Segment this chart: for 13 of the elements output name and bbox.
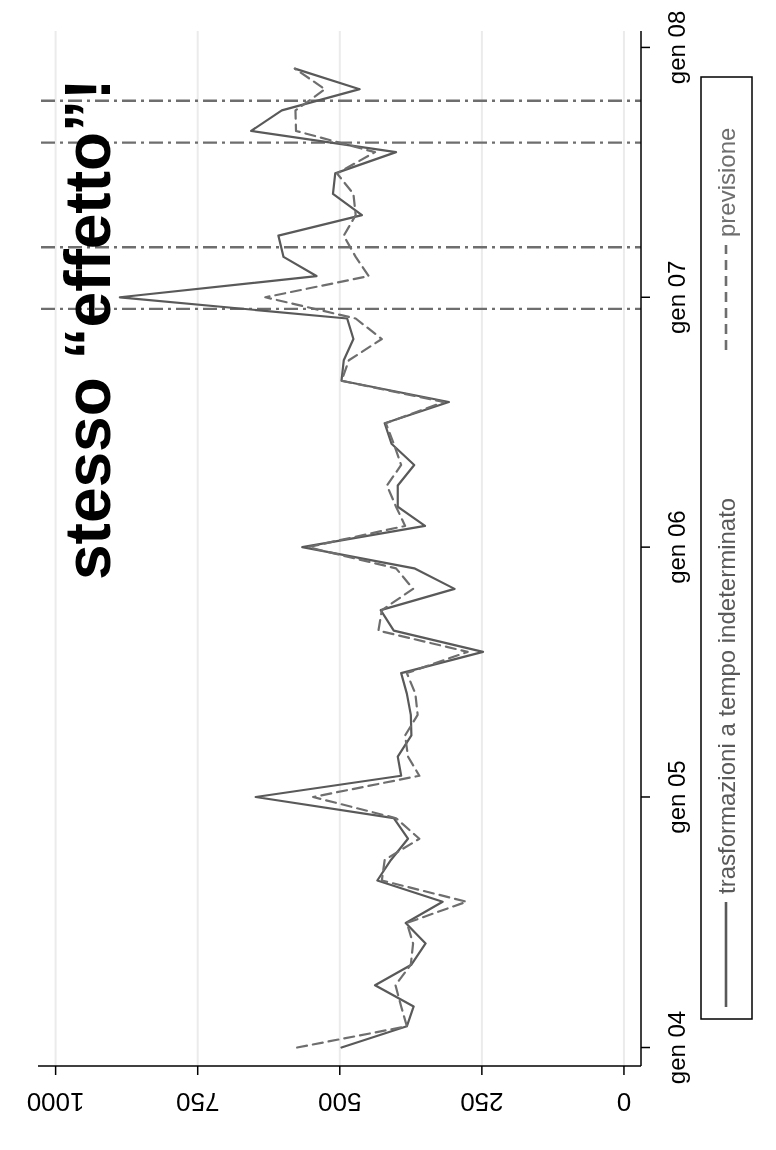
annotation: stesso “effetto”! — [52, 78, 124, 580]
x-tick-label: 250 — [460, 1087, 504, 1117]
text: trasformazioni a tempo indeterminato — [712, 497, 740, 894]
x-tick-label: 500 — [318, 1087, 362, 1117]
y-tick-label: gen 08 — [662, 10, 690, 85]
y-tick-label: gen 04 — [662, 1010, 690, 1085]
text: previsione — [712, 127, 740, 237]
x-tick-label: 1000 — [26, 1087, 85, 1117]
x-tick-label: 0 — [616, 1087, 632, 1117]
x-tick-label: 750 — [176, 1087, 220, 1117]
y-tick-label: gen 07 — [662, 260, 690, 334]
y-tick-label: gen 05 — [662, 760, 690, 834]
y-tick-label: gen 06 — [662, 510, 690, 584]
